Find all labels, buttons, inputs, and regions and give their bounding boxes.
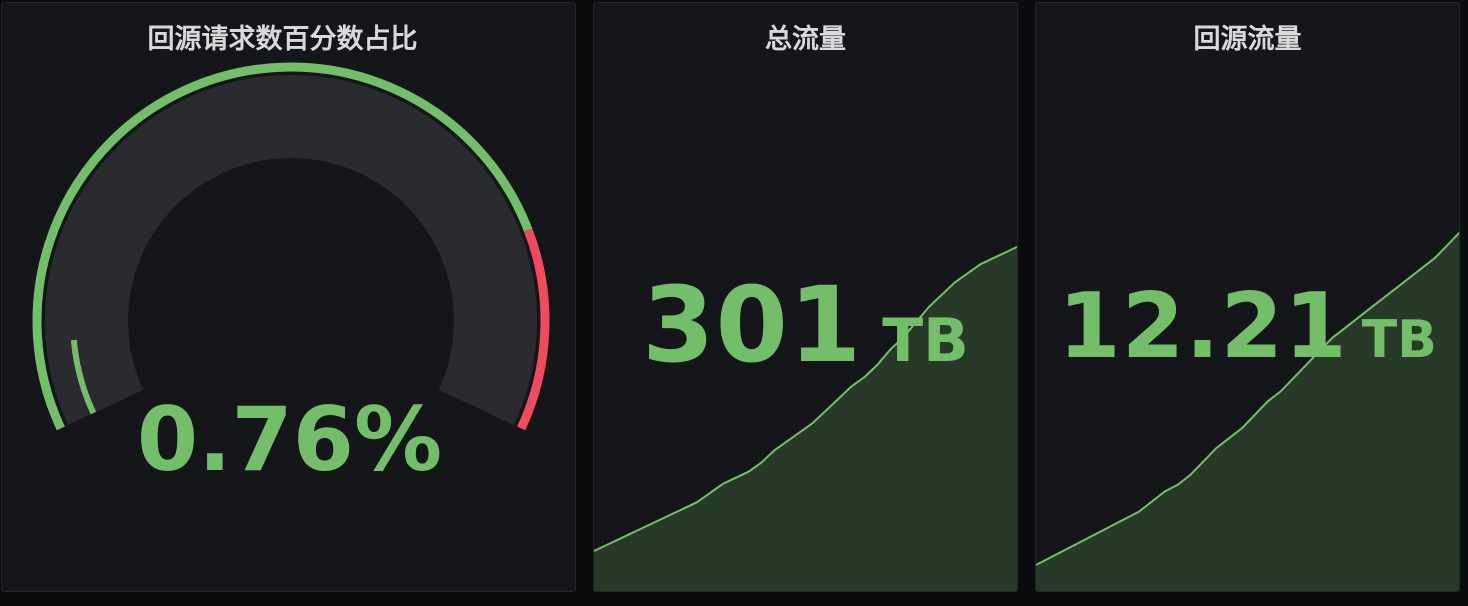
gauge-value: 0.76%: [136, 388, 443, 491]
stat-unit: TB: [882, 306, 969, 376]
sparkline-line: [594, 245, 1017, 552]
stat-value-group: 12.21 TB: [1036, 282, 1459, 372]
stat-unit: TB: [1361, 310, 1437, 370]
sparkline-chart: [1036, 231, 1459, 591]
gauge-track: [44, 74, 537, 425]
gauge-chart: [32, 62, 550, 431]
gauge-value-arc: [70, 339, 97, 415]
panel-title[interactable]: 回源请求数百分数占比: [147, 24, 418, 55]
sparkline-chart: [594, 245, 1017, 591]
gauge-panel[interactable]: 回源请求数百分数占比 0.76%: [1, 2, 576, 592]
stat-value: 12.21: [1058, 274, 1348, 379]
origin-traffic-panel[interactable]: 回源流量 12.21 TB: [1035, 2, 1460, 592]
total-traffic-panel[interactable]: 总流量 301 TB: [593, 2, 1018, 592]
sparkline-line: [1036, 231, 1459, 566]
sparkline-area: [594, 246, 1017, 591]
panel-title[interactable]: 总流量: [765, 24, 846, 55]
panel-title[interactable]: 回源流量: [1193, 24, 1302, 55]
stat-value: 301: [642, 264, 863, 386]
stat-value-group: 301 TB: [594, 273, 1017, 377]
gauge-threshold-green: [32, 62, 533, 431]
gauge-threshold-red: [517, 228, 550, 431]
